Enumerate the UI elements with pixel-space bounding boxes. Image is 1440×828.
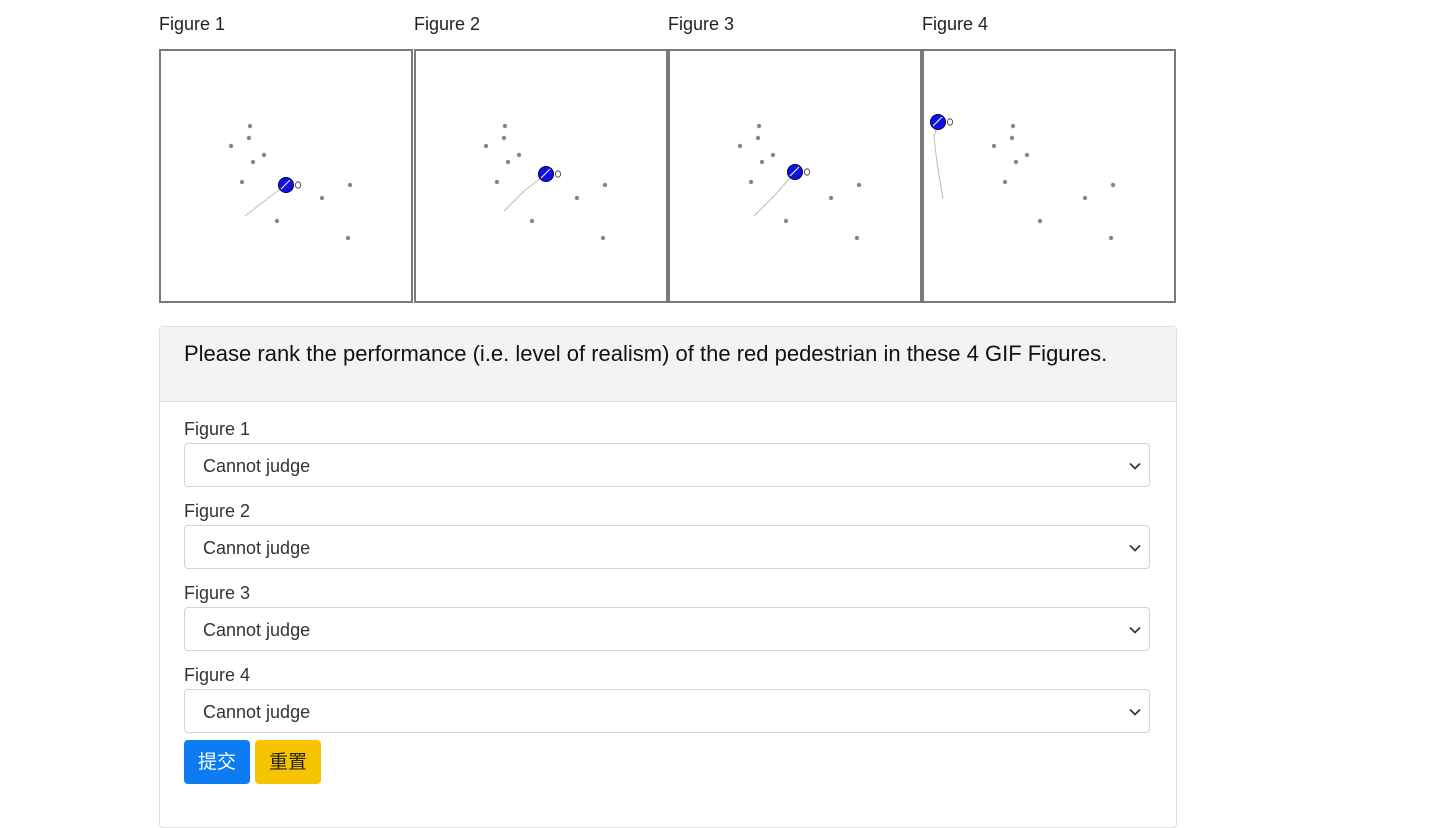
other-pedestrian-dot [516,152,522,158]
form-actions: 提交 重置 [184,740,1152,784]
other-pedestrian-dot [247,123,253,129]
figure-2-rank-select[interactable]: Cannot judge [184,525,1150,569]
other-pedestrian-dot [755,135,761,141]
other-pedestrian-dot [1009,135,1015,141]
other-pedestrian-dot [345,235,351,241]
other-pedestrian-dot [770,152,776,158]
figure-title: Figure 2 [414,14,481,34]
other-pedestrian-dot [501,135,507,141]
figure-title: Figure 3 [668,14,735,34]
figure-3-label: Figure 3 [184,583,251,603]
other-pedestrian-dot [1002,179,1008,185]
target-pedestrian [930,114,946,130]
other-pedestrian-dot [250,159,256,165]
goal-marker [803,168,810,176]
other-pedestrian-dot [1013,159,1019,165]
simulation-canvas [228,123,353,241]
figure-1-rank-select[interactable]: Cannot judge [184,443,1150,487]
gif-frame [668,49,922,303]
chevron-down-icon [1129,462,1141,470]
other-pedestrian-dot [483,143,489,149]
other-pedestrian-dot [1024,152,1030,158]
other-pedestrian-dot [574,195,580,201]
pedestrian-trail [933,121,944,200]
figure-2: Figure 2 [414,10,668,303]
other-pedestrian-dot [502,123,508,129]
other-pedestrian-dot [991,143,997,149]
selected-value: Cannot judge [203,538,311,558]
selected-value: Cannot judge [203,620,311,640]
chevron-down-icon [1129,544,1141,552]
other-pedestrian-dot [737,143,743,149]
other-pedestrian-dot [505,159,511,165]
heading-marker [540,168,551,179]
other-pedestrian-dot [1110,182,1116,188]
ranking-card: Please rank the performance (i.e. level … [159,326,1177,828]
ranking-form: Figure 1 Cannot judge Figure 2 Cannot ju… [160,402,1176,800]
other-pedestrian-dot [756,123,762,129]
pedestrian-trail [753,171,796,217]
target-pedestrian [538,166,554,182]
other-pedestrian-dot [1108,235,1114,241]
figure-4: Figure 4 [922,10,1176,303]
other-pedestrian-dot [1082,195,1088,201]
ranking-question: Please rank the performance (i.e. level … [160,327,1176,402]
other-pedestrian-dot [494,179,500,185]
other-pedestrian-dot [529,218,535,224]
other-pedestrian-dot [828,195,834,201]
figure-title: Figure 1 [159,14,226,34]
other-pedestrian-dot [246,135,252,141]
other-pedestrian-dot [1037,218,1043,224]
target-pedestrian [278,177,294,193]
figure-1-label: Figure 1 [184,419,251,439]
other-pedestrian-dot [261,152,267,158]
other-pedestrian-dot [759,159,765,165]
figure-title: Figure 4 [922,14,989,34]
other-pedestrian-dot [1010,123,1016,129]
figure-gallery: Figure 1 Figure 2 Figure 3 Figure 4 [159,10,1179,306]
other-pedestrian-dot [748,179,754,185]
figure-3: Figure 3 [668,10,922,303]
other-pedestrian-dot [239,179,245,185]
gif-frame [159,49,413,303]
submit-button[interactable]: 提交 [184,740,251,784]
figure-4-label: Figure 4 [184,665,251,685]
other-pedestrian-dot [856,182,862,188]
figure-1: Figure 1 [159,10,413,303]
simulation-canvas [930,114,1116,241]
target-pedestrian [787,164,803,180]
other-pedestrian-dot [274,218,280,224]
heading-marker [789,166,800,177]
simulation-canvas [483,123,608,241]
other-pedestrian-dot [319,195,325,201]
other-pedestrian-dot [600,235,606,241]
other-pedestrian-dot [347,182,353,188]
other-pedestrian-dot [228,143,234,149]
heading-marker [280,179,291,190]
chevron-down-icon [1129,626,1141,634]
other-pedestrian-dot [602,182,608,188]
pedestrian-trail [503,173,547,212]
reset-button[interactable]: 重置 [255,740,322,784]
gif-frame [922,49,1176,303]
figure-3-rank-select[interactable]: Cannot judge [184,607,1150,651]
selected-value: Cannot judge [203,702,311,722]
goal-marker [554,170,561,178]
other-pedestrian-dot [854,235,860,241]
figure-4-rank-select[interactable]: Cannot judge [184,689,1150,733]
figure-2-label: Figure 2 [184,501,251,521]
selected-value: Cannot judge [203,456,311,476]
goal-marker [294,181,301,189]
other-pedestrian-dot [783,218,789,224]
simulation-canvas [737,123,862,241]
heading-marker [932,116,943,127]
chevron-down-icon [1129,708,1141,716]
gif-frame [414,49,668,303]
goal-marker [946,118,953,126]
